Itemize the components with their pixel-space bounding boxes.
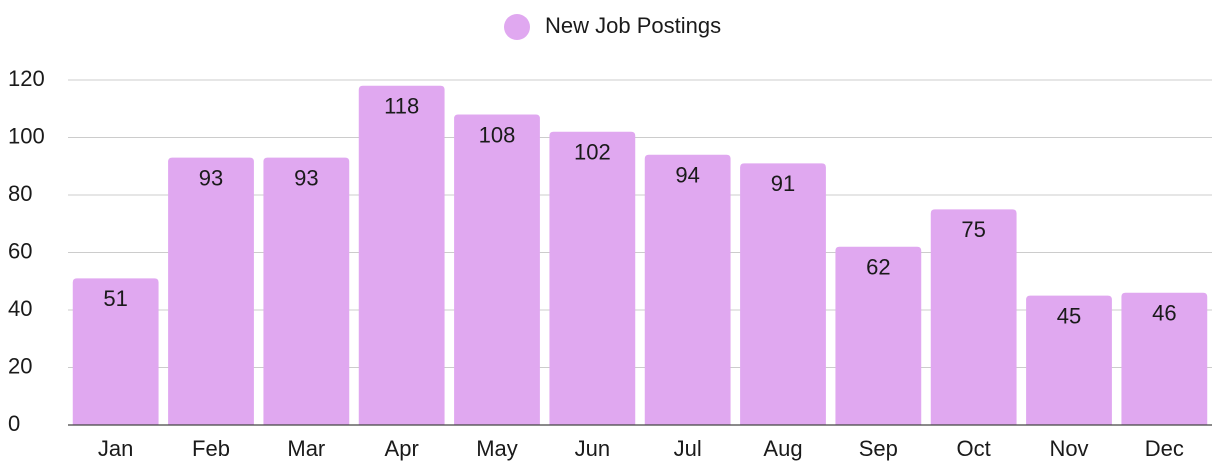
y-tick-label: 100: [8, 123, 45, 148]
x-tick-label: Mar: [287, 436, 325, 461]
bar: [454, 114, 540, 425]
data-label: 94: [675, 163, 699, 188]
legend-marker: [504, 14, 530, 40]
bar: [72, 278, 159, 425]
bar: [549, 131, 636, 425]
data-label: 91: [771, 171, 795, 196]
x-tick-label: Apr: [385, 436, 419, 461]
x-tick-label: Oct: [957, 436, 991, 461]
x-tick-label: Dec: [1145, 436, 1184, 461]
data-label: 93: [199, 165, 223, 190]
data-label: 51: [103, 286, 127, 311]
y-tick-label: 40: [8, 296, 32, 321]
data-label: 62: [866, 255, 890, 280]
x-tick-label: Sep: [859, 436, 898, 461]
x-tick-label: May: [476, 436, 518, 461]
x-tick-label: Jan: [98, 436, 133, 461]
data-label: 108: [479, 122, 516, 147]
data-label: 75: [961, 217, 985, 242]
y-tick-label: 60: [8, 238, 32, 263]
legend-label: New Job Postings: [545, 13, 721, 38]
data-label: 93: [294, 165, 318, 190]
y-tick-label: 80: [8, 181, 32, 206]
y-tick-label: 120: [8, 66, 45, 91]
x-tick-label: Feb: [192, 436, 230, 461]
x-tick-label: Jun: [575, 436, 610, 461]
x-tick-label: Aug: [763, 436, 802, 461]
bar: [835, 246, 922, 425]
data-label: 102: [574, 140, 611, 165]
y-tick-label: 0: [8, 411, 20, 436]
data-label: 46: [1152, 301, 1176, 326]
y-tick-label: 20: [8, 353, 32, 378]
bar: [1026, 295, 1112, 425]
bar: [930, 209, 1017, 425]
x-tick-label: Jul: [674, 436, 702, 461]
bar: [644, 154, 731, 425]
bar: [1121, 292, 1208, 425]
data-label: 118: [384, 94, 419, 119]
data-label: 45: [1057, 303, 1081, 328]
bar: [358, 85, 445, 425]
bar: [263, 157, 350, 425]
bar: [168, 157, 254, 425]
x-tick-label: Nov: [1049, 436, 1088, 461]
bar: [740, 163, 826, 425]
